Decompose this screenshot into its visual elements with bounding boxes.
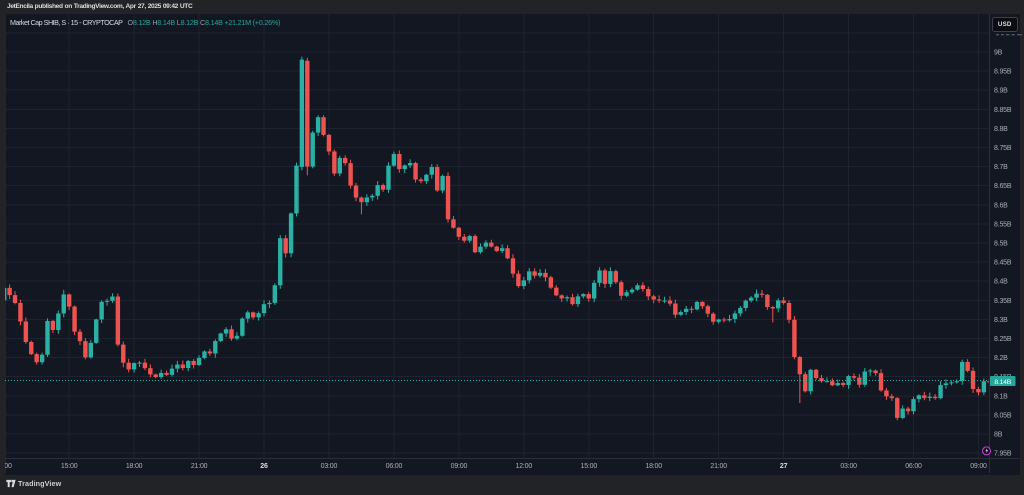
svg-text:8.1B: 8.1B bbox=[994, 393, 1008, 400]
svg-text:8.55B: 8.55B bbox=[994, 221, 1012, 228]
svg-text:21:00: 21:00 bbox=[191, 463, 208, 470]
svg-text:09:00: 09:00 bbox=[451, 463, 468, 470]
svg-text:8.35B: 8.35B bbox=[994, 298, 1012, 305]
svg-text:15:00: 15:00 bbox=[581, 463, 598, 470]
svg-text:8.85B: 8.85B bbox=[994, 107, 1012, 114]
svg-text:00: 00 bbox=[5, 463, 12, 470]
svg-text:8B: 8B bbox=[994, 432, 1003, 439]
svg-text:26: 26 bbox=[260, 463, 268, 470]
svg-text:18:00: 18:00 bbox=[645, 463, 662, 470]
svg-text:06:00: 06:00 bbox=[905, 463, 922, 470]
svg-text:06:00: 06:00 bbox=[386, 463, 403, 470]
svg-text:8.14B: 8.14B bbox=[994, 379, 1011, 386]
svg-text:09:00: 09:00 bbox=[970, 463, 987, 470]
svg-text:8.9B: 8.9B bbox=[994, 88, 1008, 95]
svg-text:8.25B: 8.25B bbox=[994, 336, 1012, 343]
svg-text:12:00: 12:00 bbox=[516, 463, 533, 470]
svg-text:9B: 9B bbox=[994, 50, 1003, 57]
svg-text:8.75B: 8.75B bbox=[994, 145, 1012, 152]
svg-text:7.95B: 7.95B bbox=[994, 451, 1012, 458]
svg-text:15:00: 15:00 bbox=[61, 463, 78, 470]
svg-text:8.45B: 8.45B bbox=[994, 260, 1012, 267]
svg-text:8.95B: 8.95B bbox=[994, 69, 1012, 76]
svg-text:8.65B: 8.65B bbox=[994, 183, 1012, 190]
svg-text:21:00: 21:00 bbox=[710, 463, 727, 470]
svg-text:03:00: 03:00 bbox=[321, 463, 338, 470]
svg-text:8.3B: 8.3B bbox=[994, 317, 1008, 324]
svg-text:8.4B: 8.4B bbox=[994, 279, 1008, 286]
svg-text:8.05B: 8.05B bbox=[994, 412, 1012, 419]
svg-text:8.7B: 8.7B bbox=[994, 164, 1008, 171]
svg-text:27: 27 bbox=[780, 463, 788, 470]
svg-text:18:00: 18:00 bbox=[126, 463, 143, 470]
svg-text:8.8B: 8.8B bbox=[994, 126, 1008, 133]
svg-text:8.6B: 8.6B bbox=[994, 202, 1008, 209]
svg-text:8.5B: 8.5B bbox=[994, 241, 1008, 248]
svg-text:8.2B: 8.2B bbox=[994, 355, 1008, 362]
svg-text:03:00: 03:00 bbox=[840, 463, 857, 470]
